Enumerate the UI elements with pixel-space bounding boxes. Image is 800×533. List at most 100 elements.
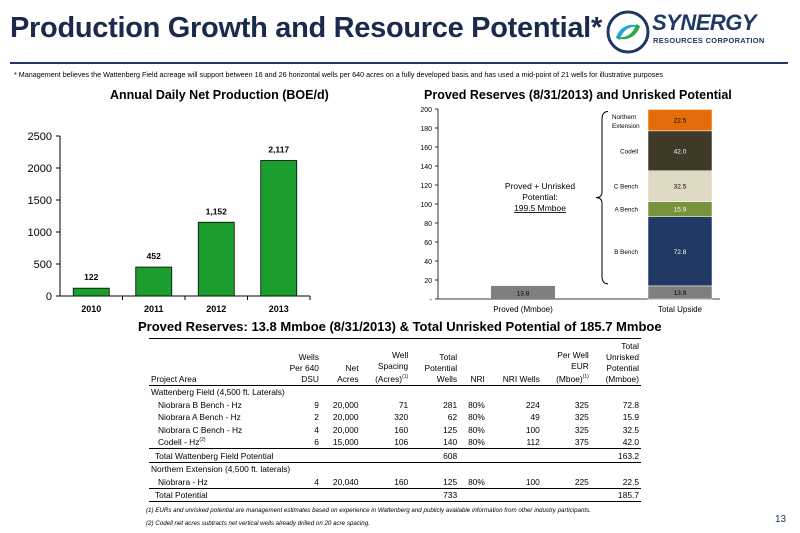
reserves-stacked-chart: - 20 40 60 80 100 120 140 160 180 200 13.8 13.8 72.8 B… — [420, 107, 720, 314]
segment-value-label: 32.5 — [674, 184, 687, 191]
y-tick-label: 0 — [46, 291, 52, 303]
cell-project-area: Niobrara - Hz — [158, 476, 208, 487]
cell-project-area: Niobrara C Bench - Hz — [158, 424, 243, 435]
page-title: Production Growth and Resource Potential… — [10, 12, 602, 44]
bar-2013 — [260, 160, 298, 297]
y-tick-label: 20 — [424, 278, 432, 285]
segment-value-label: 15.9 — [674, 207, 687, 214]
footnote-asterisk: * Management believes the Wattenberg Fie… — [14, 70, 663, 79]
y-tick-label: 100 — [420, 202, 432, 209]
bar-2012 — [197, 221, 235, 297]
cell-wells: 4 — [314, 424, 319, 435]
production-bar-chart: 0 500 1000 1500 2000 2500 122 2010 452 2011 1,152 2… — [28, 131, 311, 314]
bar-value-label: 122 — [84, 272, 98, 282]
cell-net-acres: 20,000 — [332, 399, 359, 410]
bar-value-label: 2,117 — [268, 145, 289, 155]
cell-nri-wells: 100 — [525, 476, 540, 487]
col-wells-per-dsu: Wells Per 640 DSU — [276, 338, 321, 386]
col-well-spacing: Well Spacing (Acres)(1) — [360, 338, 411, 386]
cell-total-potential-wells: 62 — [447, 412, 458, 423]
cell-eur: 375 — [574, 437, 589, 448]
cell-unrisked-potential: 42.0 — [622, 437, 639, 448]
cell-spacing: 71 — [398, 399, 409, 410]
cell-unrisked-potential: 32.5 — [622, 424, 639, 435]
segment-value-label: 13.8 — [674, 290, 687, 297]
cell-net-acres: 15,000 — [332, 437, 359, 448]
footnote-1: (1) EURs and unrisked potential are mana… — [146, 507, 591, 514]
segment-name-label: Codell — [620, 148, 638, 155]
reserves-table: Project Area Wells Per 640 DSU Net Acres We… — [149, 338, 641, 502]
y-tick-label: 180 — [420, 126, 432, 133]
cell-net-acres: 20,000 — [332, 424, 359, 435]
y-tick-label: 2000 — [28, 163, 52, 175]
group-row-wattenberg: Wattenberg Field (4,500 ft. Laterals) — [151, 387, 285, 398]
y-tick-label: 160 — [420, 145, 432, 152]
bar-value-label: 452 — [147, 251, 161, 261]
table-row: Codell - Hz(2) 6 15,000 106 140 80% 112 375 42.0 — [149, 436, 641, 449]
bar-2010 — [72, 287, 110, 297]
cell-project-area: Niobrara B Bench - Hz — [158, 399, 242, 410]
group-row-northern-extension: Northern Extension (4,500 ft. laterals) — [151, 464, 291, 475]
y-tick-label: 1000 — [28, 227, 52, 239]
bar-value-label: 13.8 — [517, 290, 530, 297]
cell-nri: 80% — [468, 412, 485, 423]
brace — [595, 110, 609, 285]
cell-unrisked-potential: 22.5 — [622, 476, 639, 487]
annotation-line-1: Proved + Unrisked — [505, 181, 575, 191]
company-logo: SYNERGY RESOURCES CORPORATION — [606, 8, 786, 58]
x-tick-label: Proved (Mmboe) — [493, 305, 553, 314]
y-tick-label: 120 — [420, 183, 432, 190]
table-row: Niobrara C Bench - Hz 4 20,000 160 125 80% 100… — [149, 423, 641, 436]
segment-b-bench — [647, 216, 713, 287]
cell-net-acres: 20,040 — [332, 476, 359, 487]
cell-total-potential-wells: 125 — [443, 424, 458, 435]
col-total-unrisked-potential: Total Unrisked Potential (Mmboe) — [590, 338, 641, 386]
x-tick-label: Total Upside — [658, 305, 703, 314]
cell-spacing: 160 — [394, 476, 409, 487]
segment-value-label: 72.8 — [674, 249, 687, 256]
cell-nri-wells: 100 — [525, 424, 540, 435]
reserves-table-title: Proved Reserves: 13.8 Mmboe (8/31/2013) … — [138, 319, 662, 334]
northern-extension-rows: Niobrara - Hz 4 20,040 160 125 80% 100 225 22.5 — [149, 475, 641, 488]
cell-eur: 325 — [574, 399, 589, 410]
y-tick-label: 40 — [424, 259, 432, 266]
cell-eur: 225 — [574, 476, 589, 487]
y-tick-label: - — [430, 297, 433, 304]
wattenberg-rows: Niobrara B Bench - Hz 9 20,000 71 281 80% 224 3… — [149, 398, 641, 449]
total-row: Total Potential 733 185.7 — [149, 488, 641, 502]
segment-value-label: 42.0 — [674, 148, 687, 155]
x-tick-label: 2013 — [269, 304, 289, 314]
cell-unrisked-potential: 72.8 — [622, 399, 639, 410]
logo-subtitle: RESOURCES CORPORATION — [653, 36, 765, 45]
cell-total-potential-wells: 140 — [443, 437, 458, 448]
cell-total-potential-wells: 281 — [443, 399, 458, 410]
cell-spacing: 320 — [394, 412, 409, 423]
segment-name-label: Extension — [612, 123, 640, 130]
segment-codell — [647, 130, 713, 172]
cell-eur: 325 — [574, 412, 589, 423]
col-nri-wells: NRI Wells — [486, 338, 542, 386]
table-row: Niobrara A Bench - Hz 2 20,000 320 62 80% 49 32… — [149, 411, 641, 424]
y-tick-label: 200 — [420, 107, 432, 114]
footnote-ref: (2) — [199, 437, 206, 444]
y-tick-label: 2500 — [28, 131, 52, 143]
annotation-value: 199.5 Mmboe — [514, 203, 566, 213]
segment-name-label: Northern — [612, 114, 637, 121]
cell-net-acres: 20,000 — [332, 412, 359, 423]
col-nri: NRI — [459, 338, 487, 386]
cell-project-area: Niobrara A Bench - Hz — [158, 412, 241, 423]
subtotal-row: Total Wattenberg Field Potential 608 163… — [149, 448, 641, 463]
logo-wordmark: SYNERGY — [652, 10, 757, 35]
segment-name-label: A Bench — [615, 207, 639, 214]
bar-value-label: 1,152 — [206, 206, 228, 216]
x-tick-label: 2012 — [206, 304, 226, 314]
segment-name-label: B Bench — [614, 249, 638, 256]
production-chart-title: Annual Daily Net Production (BOE/d) — [110, 88, 329, 102]
y-tick-label: 60 — [424, 240, 432, 247]
segment-name-label: C Bench — [614, 184, 639, 191]
cell-spacing: 106 — [394, 437, 409, 448]
cell-wells: 6 — [314, 437, 319, 448]
cell-nri-wells: 112 — [526, 437, 540, 448]
cell-eur: 325 — [574, 424, 589, 435]
bar-proved — [491, 285, 555, 299]
